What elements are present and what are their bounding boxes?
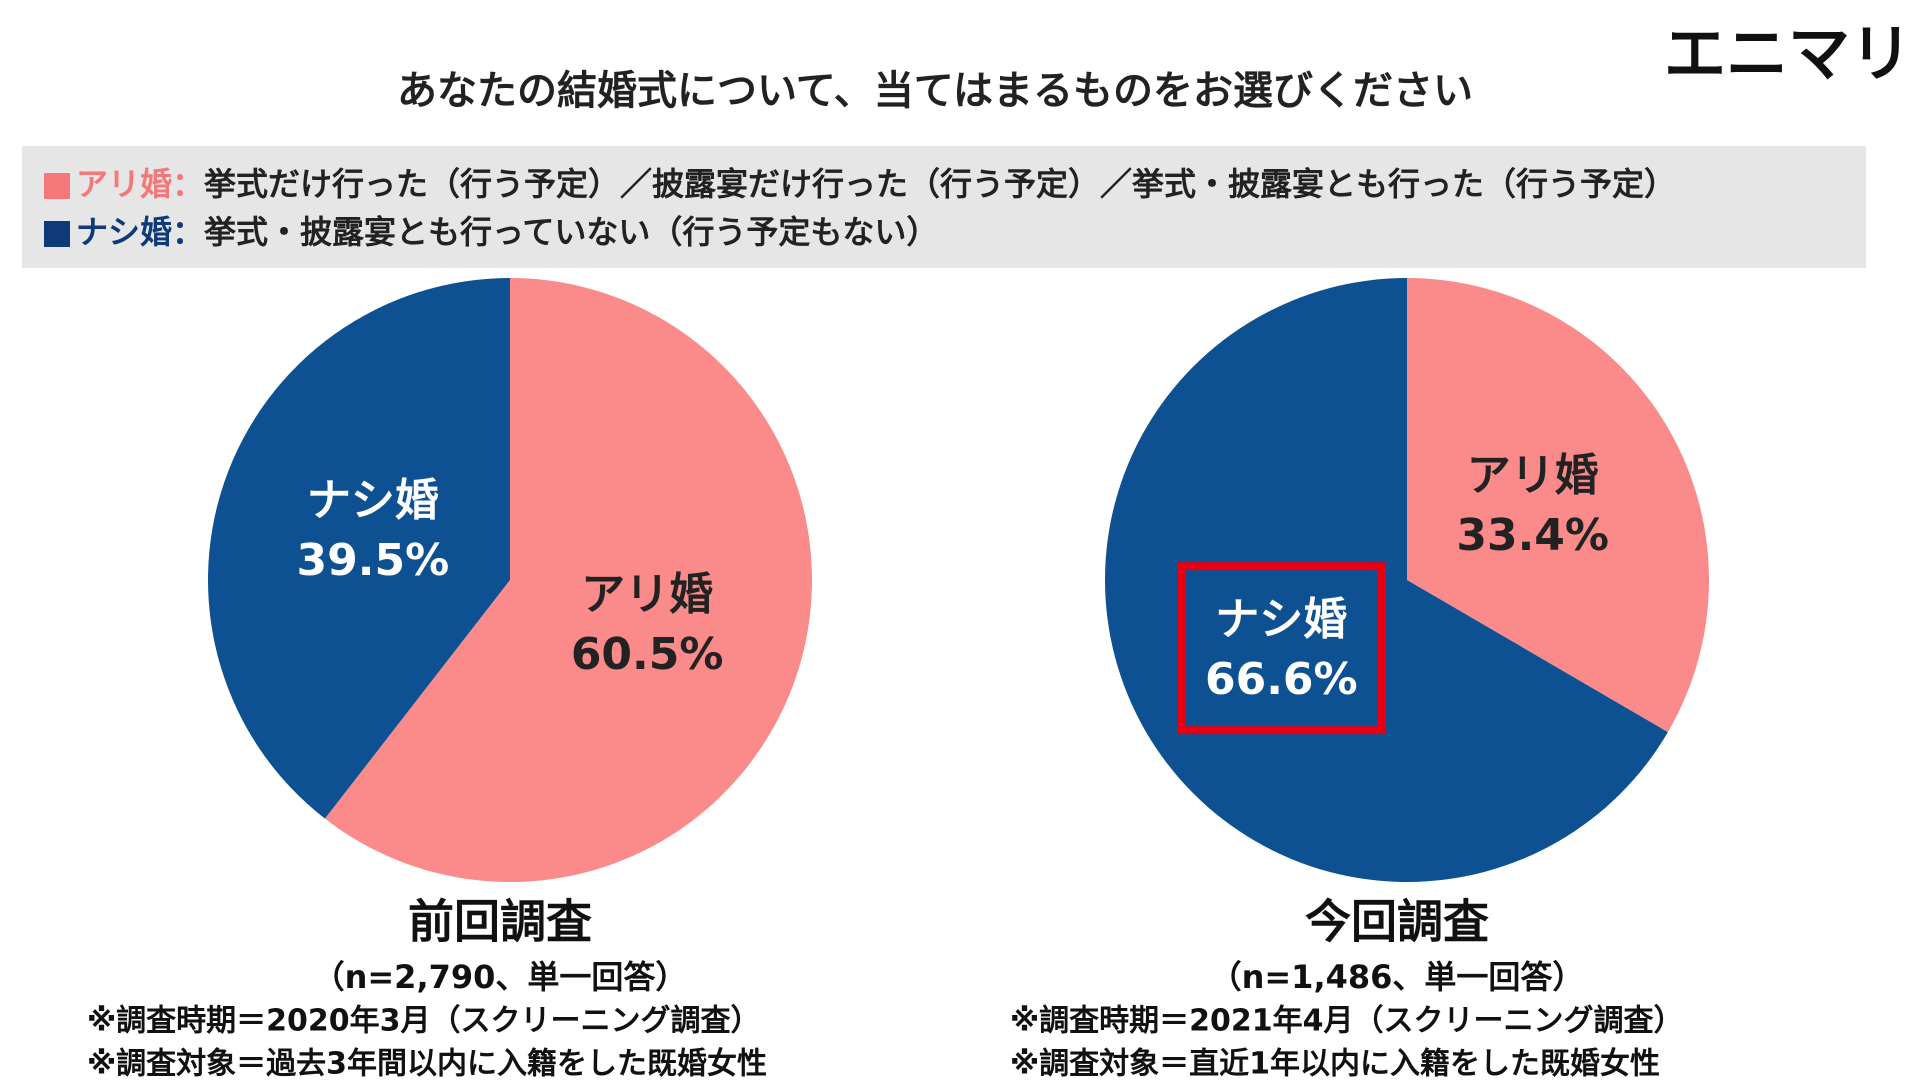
chart-subtitle: （n=1,486、単一回答）: [1210, 958, 1585, 996]
note: ※調査対象＝過去3年間以内に入籍をした既婚女性: [87, 1047, 767, 1081]
chart-subtitle: （n=2,790、単一回答）: [313, 958, 688, 996]
slice-value: 60.5%: [571, 629, 724, 680]
legend-label: ナシ婚：: [76, 213, 204, 251]
slice-label: ナシ婚: [1215, 594, 1347, 645]
note: ※調査時期＝2021年4月（スクリーニング調査）: [1010, 1004, 1684, 1039]
legend-swatch: [44, 221, 70, 247]
highlight-box: [1177, 562, 1386, 735]
chart-title: 前回調査: [408, 895, 592, 949]
slice-label: ナシ婚: [307, 475, 439, 526]
title: あなたの結婚式について、当てはまるものをお選びください: [397, 68, 1473, 114]
legend-entry: アリ婚：挙式だけ行った（行う予定）／披露宴だけ行った（行う予定）／挙式・披露宴と…: [76, 165, 1676, 203]
slice-value: 39.5%: [297, 535, 450, 586]
legend-swatch: [44, 173, 70, 199]
legend-label: アリ婚：: [76, 165, 204, 203]
slice-label: アリ婚: [1467, 450, 1599, 501]
slice-value: 33.4%: [1456, 510, 1609, 561]
legend-text: 挙式だけ行った（行う予定）／披露宴だけ行った（行う予定）／挙式・披露宴とも行った…: [203, 165, 1676, 203]
legend-entry: ナシ婚：挙式・披露宴とも行っていない（行う予定もない）: [76, 213, 938, 251]
pie-slice: [324, 278, 812, 882]
slice-value: 66.6%: [1205, 654, 1358, 705]
slice-label: アリ婚: [581, 569, 713, 620]
logo: エニマリ: [1664, 17, 1912, 90]
legend-text: 挙式・披露宴とも行っていない（行う予定もない）: [203, 213, 938, 251]
note: ※調査対象＝直近1年以内に入籍をした既婚女性: [1010, 1047, 1660, 1081]
pie-slice: [1407, 278, 1709, 733]
pie-slice: [208, 278, 510, 819]
legend-box: [22, 146, 1866, 268]
note: ※調査時期＝2020年3月（スクリーニング調査）: [87, 1004, 761, 1039]
chart-title: 今回調査: [1305, 895, 1489, 949]
